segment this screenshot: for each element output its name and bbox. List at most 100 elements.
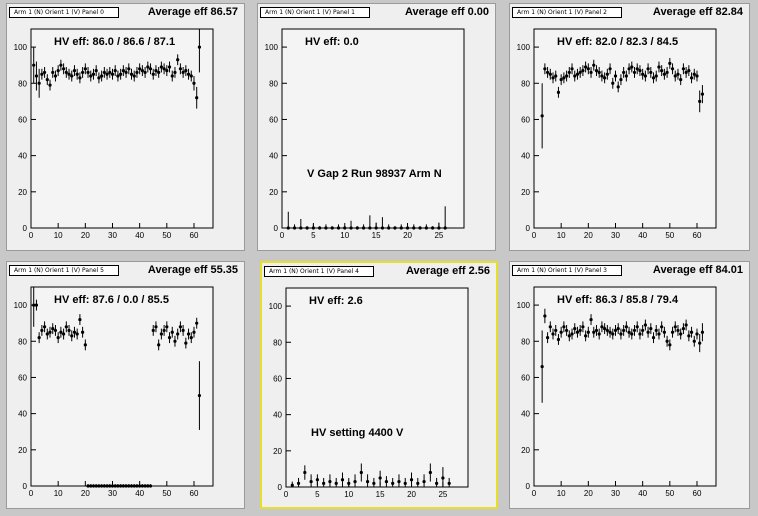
pad-panel-4[interactable]: Arm 1 (N) Orient 1 (V) Panel 4 Average e… [260, 261, 498, 509]
data-point [154, 325, 158, 329]
data-point [157, 343, 161, 347]
data-point [551, 332, 555, 336]
efficiency-plot: 0 20 40 60 80 100 0 10 20 30 40 50 60 HV eff: 82.0 / … [517, 28, 717, 240]
data-point [195, 321, 199, 325]
data-point [684, 323, 688, 327]
data-point [349, 226, 353, 230]
data-point [336, 226, 341, 230]
hv-eff-label: HV eff: 86.3 / 85.8 / 79.4 [557, 294, 679, 306]
data-point [75, 332, 79, 336]
data-point [53, 328, 58, 333]
data-point [670, 67, 675, 71]
y-tick-label: 80 [269, 79, 278, 88]
data-point [334, 481, 338, 485]
data-point [64, 325, 68, 329]
x-tick-label: 30 [611, 489, 620, 498]
y-tick-label: 0 [274, 224, 279, 233]
x-tick-label: 0 [29, 489, 34, 498]
data-point [86, 70, 90, 75]
y-tick-label: 80 [18, 337, 27, 346]
y-tick-label: 60 [521, 373, 530, 382]
x-tick-label: 5 [311, 231, 316, 240]
data-point [299, 226, 303, 230]
data-point [562, 325, 566, 329]
data-point [619, 78, 623, 82]
x-tick-label: 40 [135, 489, 144, 498]
average-eff-label: Average eff 86.57 [147, 6, 238, 18]
efficiency-plot: 0 20 40 60 80 100 0 10 20 30 40 50 60 HV eff: 86.0 / … [14, 28, 214, 240]
data-point [100, 484, 104, 488]
data-point [689, 330, 694, 334]
x-tick-label: 10 [340, 231, 349, 240]
data-point [622, 70, 626, 75]
data-point [105, 484, 109, 488]
data-point [138, 484, 142, 488]
data-point [78, 317, 82, 322]
data-point [292, 226, 297, 230]
data-point [657, 65, 661, 69]
data-point [562, 76, 566, 80]
x-tick-label: 50 [665, 489, 674, 498]
pad-panel-3[interactable]: Arm 1 (N) Orient 1 (V) Panel 3 Average e… [509, 261, 750, 509]
data-point [32, 303, 36, 307]
data-point [556, 90, 561, 94]
data-point [343, 226, 347, 230]
efficiency-plot: 0 20 40 60 80 100 0 5 10 15 20 25 HV eff: 0.0 V Gap 2… [265, 28, 465, 240]
data-point [403, 481, 407, 485]
data-point [170, 330, 174, 334]
data-point [70, 334, 74, 338]
data-point [42, 70, 47, 75]
data-point [178, 325, 183, 329]
data-point [679, 78, 683, 82]
pad-panel-0[interactable]: Arm 1 (N) Orient 1 (V) Panel 0 Average e… [6, 3, 245, 251]
x-tick-label: 20 [403, 231, 412, 240]
data-point [594, 328, 599, 333]
data-point [72, 330, 77, 334]
data-point [676, 72, 680, 76]
x-tick-label: 15 [372, 231, 381, 240]
data-point [157, 70, 161, 75]
x-tick-label: 60 [190, 231, 199, 240]
data-point [545, 336, 550, 340]
data-point [437, 226, 441, 230]
data-point [143, 484, 147, 488]
data-point [102, 484, 106, 488]
data-point [197, 45, 202, 49]
data-point [86, 484, 90, 488]
hv-eff-label: HV eff: 2.6 [309, 295, 363, 307]
x-tick-label: 5 [315, 490, 320, 499]
data-point [687, 334, 691, 338]
data-point [154, 69, 158, 73]
data-point [170, 74, 174, 78]
x-tick-label: 20 [81, 489, 90, 498]
pad-panel-1[interactable]: Arm 1 (N) Orient 1 (V) Panel 1 Average e… [257, 3, 496, 251]
data-point [646, 330, 650, 334]
data-point [424, 226, 428, 230]
pad-title: Arm 1 (N) Orient 1 (V) Panel 5 [9, 265, 119, 276]
pad-panel-2[interactable]: Arm 1 (N) Orient 1 (V) Panel 2 Average e… [509, 3, 750, 251]
data-point [695, 74, 699, 78]
data-point [89, 484, 93, 488]
data-point [540, 365, 544, 369]
data-point [42, 325, 47, 329]
y-tick-label: 40 [269, 152, 278, 161]
data-point [91, 72, 96, 76]
data-point [315, 478, 319, 482]
data-point [545, 70, 550, 75]
data-point [681, 327, 686, 331]
pad-panel-5[interactable]: Arm 1 (N) Orient 1 (V) Panel 5 Average e… [6, 261, 245, 509]
data-point [353, 479, 357, 484]
data-point [184, 341, 188, 345]
y-tick-label: 80 [18, 79, 27, 88]
plot-frame [533, 28, 717, 229]
data-point [662, 72, 666, 76]
data-point [564, 328, 569, 333]
x-tick-label: 10 [54, 231, 63, 240]
y-tick-label: 40 [18, 410, 27, 419]
y-tick-label: 100 [269, 302, 283, 311]
y-tick-label: 100 [14, 301, 28, 310]
y-tick-label: 0 [23, 482, 28, 491]
data-point [116, 74, 120, 78]
y-tick-label: 40 [521, 152, 530, 161]
data-point [374, 226, 378, 230]
